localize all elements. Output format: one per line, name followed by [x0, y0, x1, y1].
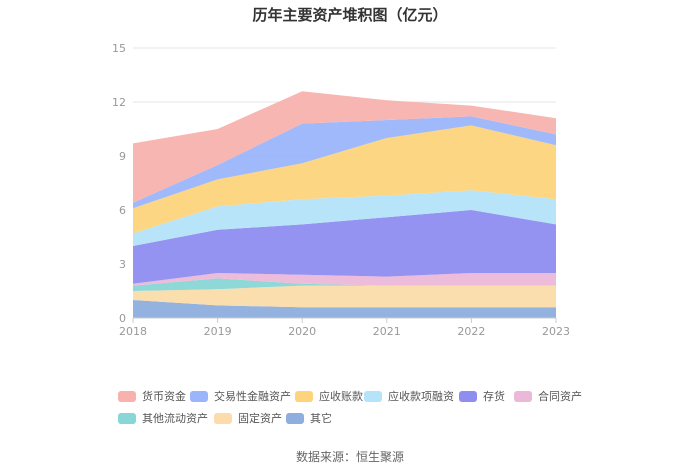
- area-series: [133, 273, 556, 286]
- legend-item[interactable]: 应收账款: [295, 388, 363, 404]
- legend-label: 其他流动资产: [142, 412, 208, 425]
- area-series: [133, 125, 556, 234]
- x-tick-label: 2023: [542, 325, 570, 338]
- legend-item[interactable]: 固定资产: [214, 410, 282, 426]
- area-series: [133, 278, 556, 291]
- legend-item[interactable]: 其他流动资产: [118, 410, 208, 426]
- legend-swatch: [286, 412, 304, 424]
- y-tick-label: 15: [112, 42, 126, 55]
- legend-item[interactable]: 货币资金: [118, 388, 186, 404]
- legend-swatch: [190, 390, 208, 402]
- x-tick-label: 2022: [457, 325, 485, 338]
- area-series: [133, 210, 556, 284]
- y-tick-label: 3: [119, 258, 126, 271]
- area-series: [133, 190, 556, 246]
- legend-label: 交易性金融资产: [214, 390, 291, 403]
- legend-swatch: [295, 390, 313, 402]
- area-series: [133, 300, 556, 318]
- area-series: [133, 91, 556, 203]
- legend-item[interactable]: 应收款项融资: [364, 388, 454, 404]
- x-tick-label: 2018: [119, 325, 147, 338]
- x-tick-label: 2019: [204, 325, 232, 338]
- legend-label: 货币资金: [142, 390, 186, 403]
- y-tick-label: 9: [119, 150, 126, 163]
- area-series: [133, 116, 556, 209]
- legend-swatch: [459, 390, 477, 402]
- legend-label: 存货: [483, 390, 505, 403]
- legend-swatch: [118, 412, 136, 424]
- data-source-note: 数据来源：恒生聚源: [295, 450, 404, 464]
- legend-label: 合同资产: [538, 390, 582, 403]
- legend-label: 应收账款: [319, 390, 363, 403]
- legend-item[interactable]: 其它: [286, 410, 332, 426]
- x-tick-label: 2021: [373, 325, 401, 338]
- legend-swatch: [514, 390, 532, 402]
- area-series: [133, 285, 556, 308]
- y-tick-label: 6: [119, 204, 126, 217]
- chart-title: 历年主要资产堆积图（亿元）: [252, 6, 448, 24]
- legend-swatch: [118, 390, 136, 402]
- legend-item[interactable]: 存货: [459, 388, 505, 404]
- x-tick-label: 2020: [288, 325, 316, 338]
- legend-item[interactable]: 合同资产: [514, 388, 582, 404]
- legend-label: 应收款项融资: [388, 390, 454, 403]
- y-tick-label: 0: [119, 312, 126, 325]
- legend-label: 固定资产: [238, 412, 282, 425]
- legend-item[interactable]: 交易性金融资产: [190, 388, 291, 404]
- legend-label: 其它: [310, 412, 332, 425]
- legend-swatch: [364, 390, 382, 402]
- legend-swatch: [214, 412, 232, 424]
- y-tick-label: 12: [112, 96, 126, 109]
